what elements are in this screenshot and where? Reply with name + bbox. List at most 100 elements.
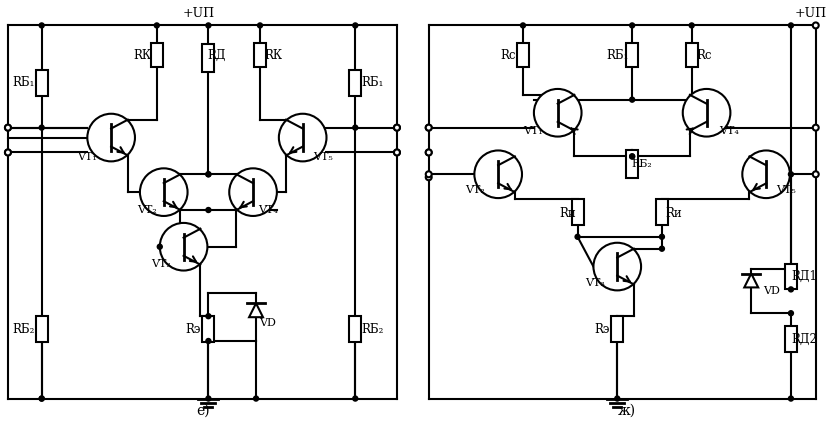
Text: VT₂: VT₂ [137,205,157,215]
Circle shape [683,89,730,137]
Circle shape [206,172,211,177]
Circle shape [659,246,664,251]
Text: VD: VD [260,318,276,328]
Bar [203,44,214,72]
Bar [349,316,361,342]
Circle shape [394,124,400,131]
Text: +UП: +UП [795,7,827,20]
Text: +UП: +UП [183,7,214,20]
Circle shape [5,149,11,155]
Circle shape [788,287,793,292]
Text: VD: VD [762,287,780,296]
Circle shape [257,23,262,28]
Circle shape [594,243,641,290]
Circle shape [426,149,432,155]
Bar [686,43,698,67]
Circle shape [206,23,211,28]
Text: VT₃: VT₃ [586,279,605,289]
Circle shape [629,154,634,159]
Text: VT₅: VT₅ [776,185,796,195]
Text: RБ₂: RБ₂ [632,160,653,169]
Circle shape [206,396,211,401]
Text: RД1: RД1 [791,270,817,283]
Text: VT₅: VT₅ [313,152,332,162]
Circle shape [353,396,358,401]
Circle shape [394,149,400,155]
Text: RК: RК [133,49,151,62]
Circle shape [426,124,432,131]
Bar [611,316,624,342]
Text: Rи: Rи [666,208,682,220]
Bar [203,316,214,342]
Circle shape [813,124,819,131]
Bar [349,70,361,96]
Circle shape [279,114,327,161]
Text: RБ₂: RБ₂ [12,322,35,335]
Circle shape [788,396,793,401]
Bar [785,326,797,352]
Bar [626,151,638,178]
Text: VT₁: VT₁ [78,152,98,162]
Circle shape [5,124,11,131]
Circle shape [426,124,432,131]
Text: Rи: Rи [559,208,576,220]
Text: VT₂: VT₂ [466,185,485,195]
Circle shape [157,244,162,249]
Text: е): е) [197,403,210,417]
Circle shape [394,149,400,155]
Circle shape [206,172,211,177]
Circle shape [426,171,432,177]
Text: Rэ: Rэ [595,322,610,335]
Text: Rэ: Rэ [186,322,201,335]
Circle shape [353,23,358,28]
Bar [36,70,48,96]
Circle shape [394,124,400,131]
Text: RД: RД [207,49,226,62]
Circle shape [614,396,619,401]
Bar [254,43,266,67]
Circle shape [160,223,208,271]
Bar [571,199,584,225]
Polygon shape [249,303,263,317]
Text: VT₄: VT₄ [258,205,278,215]
Polygon shape [744,273,758,287]
Text: RК: RК [264,49,282,62]
Circle shape [520,23,525,28]
Circle shape [813,22,819,28]
Circle shape [629,154,634,159]
Circle shape [206,338,211,344]
Text: VT₃: VT₃ [151,259,170,268]
Circle shape [534,89,581,137]
Circle shape [140,168,188,216]
Circle shape [353,125,358,130]
Text: Rс: Rс [500,49,516,62]
Circle shape [475,151,522,198]
Text: RБ₁: RБ₁ [606,49,629,62]
Circle shape [659,234,664,239]
Text: VT₁: VT₁ [523,126,543,135]
Circle shape [39,23,44,28]
Text: RБ₁: RБ₁ [12,76,35,89]
Circle shape [788,311,793,316]
Text: RД2: RД2 [791,333,817,346]
Circle shape [39,125,44,130]
Circle shape [426,174,432,180]
Bar [656,199,668,225]
Circle shape [575,234,580,239]
Circle shape [39,396,44,401]
Text: ж): ж) [618,403,636,417]
Text: Rс: Rс [696,49,711,62]
Bar [151,43,163,67]
Circle shape [206,314,211,319]
Circle shape [426,149,432,155]
Text: VT₄: VT₄ [719,126,739,135]
Bar [517,43,529,67]
Text: RБ₁: RБ₁ [361,76,384,89]
Circle shape [788,23,793,28]
Circle shape [39,396,44,401]
Circle shape [743,151,790,198]
Circle shape [5,149,11,155]
Circle shape [629,23,634,28]
Circle shape [813,171,819,177]
Circle shape [689,23,694,28]
